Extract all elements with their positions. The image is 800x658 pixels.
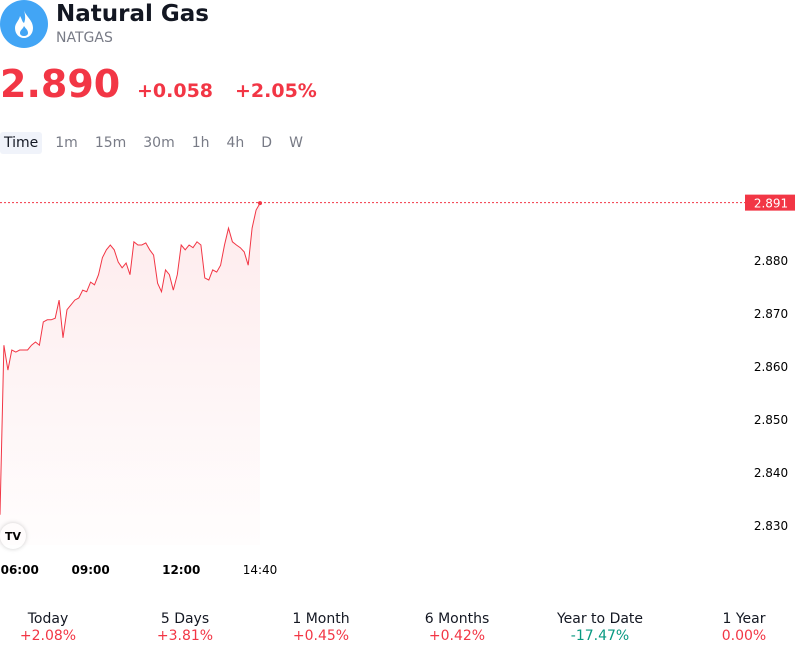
performance-item: 1 Year 0.00% — [674, 611, 800, 644]
y-tick-label: 2.830 — [754, 519, 788, 533]
price-tag — [745, 194, 795, 211]
performance-label: 6 Months — [424, 611, 490, 627]
y-tick-label: 2.870 — [754, 307, 788, 321]
performance-label: 1 Year — [722, 611, 766, 627]
price-tag-label: 2.891 — [754, 197, 788, 211]
timeframe-tab[interactable]: 1m — [55, 135, 78, 151]
performance-value: -17.47% — [570, 628, 630, 644]
x-tick-label: 14:40 — [243, 563, 278, 577]
performance-value: 0.00% — [721, 628, 767, 644]
change: +0.058 — [137, 80, 214, 102]
timeframe-tab[interactable]: 4h — [226, 135, 245, 151]
performance-value: +3.81% — [156, 628, 214, 644]
y-tick-label: 2.850 — [754, 413, 788, 427]
performance-item: 5 Days +3.81% — [115, 611, 255, 644]
title: Natural Gas — [56, 1, 209, 27]
y-tick-label: 2.860 — [754, 360, 788, 374]
symbol: NATGAS — [56, 30, 113, 46]
performance-item: Today +2.08% — [0, 611, 118, 644]
performance-label: 5 Days — [160, 611, 210, 627]
icon — [0, 0, 48, 48]
y-tick-label: 2.880 — [754, 254, 788, 268]
timeframe-tab[interactable]: 1h — [191, 135, 210, 151]
x-tick-label: 12:00 — [162, 563, 200, 577]
chart: TV 2.8302.8402.8502.8602.8702.88006:0009… — [0, 194, 795, 577]
timeframe-tab[interactable]: Time — [0, 132, 43, 154]
performance-item: Year to Date -17.47% — [530, 611, 670, 644]
performance-item: 1 Month +0.45% — [251, 611, 391, 644]
performance-label: Year to Date — [556, 611, 644, 627]
change-percent: +2.05% — [235, 80, 317, 102]
performance-value: +0.42% — [428, 628, 486, 644]
performance-value: +0.45% — [292, 628, 350, 644]
performance-value: +2.08% — [19, 628, 77, 644]
performance-item: 6 Months +0.42% — [387, 611, 527, 644]
line — [0, 202, 261, 515]
area — [0, 203, 260, 545]
timeframe-tab[interactable]: W — [289, 135, 303, 151]
timeframes: Time 1m 15m 30m 1h 4h D W — [0, 132, 316, 154]
timeframe-tab[interactable]: D — [261, 135, 273, 151]
last-point — [258, 201, 262, 206]
x-tick-label: 06:00 — [1, 563, 39, 577]
performance-label: 1 Month — [292, 611, 350, 627]
performance-label: Today — [27, 611, 69, 627]
y-tick-label: 2.840 — [754, 466, 788, 480]
performance: Today +2.08% 5 Days +3.81% 1 Month +0.45% 6 Mo… — [0, 611, 800, 651]
timeframe-tab[interactable]: 30m — [143, 135, 175, 151]
timeframe-tab[interactable]: 15m — [94, 135, 127, 151]
price: 2.890 — [0, 62, 121, 106]
x-tick-label: 09:00 — [72, 563, 110, 577]
